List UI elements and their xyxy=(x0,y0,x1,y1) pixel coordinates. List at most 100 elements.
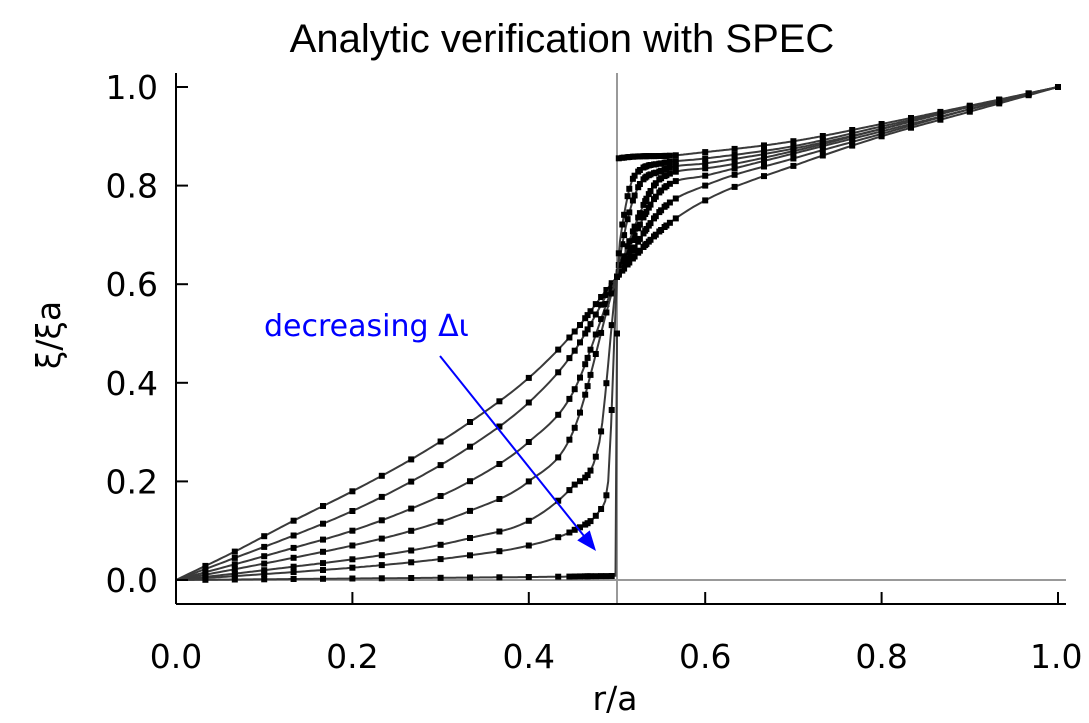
series-marker xyxy=(525,399,532,406)
series-marker xyxy=(631,172,638,179)
series-marker xyxy=(615,250,622,257)
series-marker xyxy=(349,575,356,582)
series-marker xyxy=(663,202,670,209)
series-marker xyxy=(202,566,209,572)
series-marker xyxy=(408,478,415,485)
series-marker xyxy=(408,505,415,512)
series-marker xyxy=(640,201,647,208)
series-marker xyxy=(349,542,356,549)
series-marker xyxy=(231,573,238,580)
series-marker xyxy=(636,167,643,173)
series-marker xyxy=(626,209,633,216)
series-marker xyxy=(636,221,643,228)
series-marker xyxy=(652,180,659,187)
series-marker xyxy=(290,554,297,561)
series-marker xyxy=(663,159,670,166)
series-marker xyxy=(231,554,238,561)
series-marker xyxy=(819,137,826,144)
series-marker xyxy=(631,192,638,199)
series-marker xyxy=(577,573,583,580)
series-marker xyxy=(231,566,238,573)
series-marker xyxy=(626,185,633,192)
series-marker xyxy=(658,207,665,214)
series-marker xyxy=(592,453,599,460)
series-marker xyxy=(555,497,562,504)
x-tick-label: 0.8 xyxy=(855,637,907,676)
series-marker xyxy=(702,160,709,167)
series-marker xyxy=(587,308,594,315)
series-marker xyxy=(496,574,503,581)
series-marker xyxy=(555,534,562,541)
series-marker xyxy=(849,142,856,149)
series-marker xyxy=(566,334,573,341)
series-marker xyxy=(566,573,573,580)
series-marker xyxy=(603,380,610,387)
series-marker xyxy=(652,153,659,160)
series-marker xyxy=(652,169,659,176)
series-marker xyxy=(202,562,209,569)
series-marker xyxy=(320,536,326,543)
series-marker xyxy=(231,561,238,568)
series-marker xyxy=(908,115,914,121)
series-marker xyxy=(349,527,356,534)
series-marker xyxy=(761,163,767,170)
series-marker xyxy=(666,180,673,187)
series-marker xyxy=(467,478,473,485)
series-marker xyxy=(702,149,709,156)
series-marker xyxy=(349,556,356,563)
series-marker xyxy=(290,569,297,576)
series-marker xyxy=(577,322,583,328)
series-marker xyxy=(587,346,594,353)
series-marker xyxy=(584,312,591,319)
series-marker xyxy=(496,548,503,555)
series-marker xyxy=(577,478,583,485)
series-marker xyxy=(663,222,670,229)
series-marker xyxy=(592,351,599,357)
series-marker xyxy=(626,238,633,245)
series-marker xyxy=(320,503,326,509)
series-marker xyxy=(819,133,826,139)
series-marker xyxy=(592,573,599,580)
series-marker xyxy=(642,227,649,234)
y-tick-label: 0.4 xyxy=(106,364,158,403)
series-marker xyxy=(261,560,268,567)
series-marker xyxy=(582,391,589,398)
series-marker xyxy=(496,528,503,535)
series-marker xyxy=(631,223,638,230)
series-marker xyxy=(496,398,503,405)
series-marker xyxy=(555,369,562,376)
series-marker xyxy=(320,567,326,573)
series-marker xyxy=(525,374,532,381)
series-marker xyxy=(937,108,944,115)
series-marker xyxy=(261,567,268,574)
series-marker xyxy=(849,127,856,133)
series-marker xyxy=(666,199,673,206)
series-marker xyxy=(658,187,665,194)
series-marker xyxy=(672,178,679,185)
series-marker xyxy=(408,575,415,581)
series-marker xyxy=(587,467,594,474)
series-marker xyxy=(566,529,573,536)
series-marker xyxy=(731,145,738,152)
y-tick-label: 0.6 xyxy=(106,265,158,304)
series-marker xyxy=(587,518,594,525)
series-marker xyxy=(663,152,670,159)
series-marker xyxy=(666,164,673,171)
x-tick-label: 0.4 xyxy=(503,637,555,676)
series-marker xyxy=(647,201,654,208)
series-marker xyxy=(566,355,573,362)
series-marker xyxy=(467,535,473,541)
series-marker xyxy=(598,506,605,512)
annotation-arrow-head xyxy=(577,530,596,551)
series-marker xyxy=(626,259,633,266)
series-marker xyxy=(555,346,562,353)
series-marker xyxy=(658,167,665,174)
series-marker xyxy=(666,219,673,226)
series-marker xyxy=(663,172,670,179)
series-marker xyxy=(652,193,659,200)
series-marker xyxy=(621,154,628,161)
series-marker xyxy=(647,220,654,227)
series-marker xyxy=(231,576,238,583)
series-8 xyxy=(615,84,1061,162)
series-marker xyxy=(598,301,605,308)
